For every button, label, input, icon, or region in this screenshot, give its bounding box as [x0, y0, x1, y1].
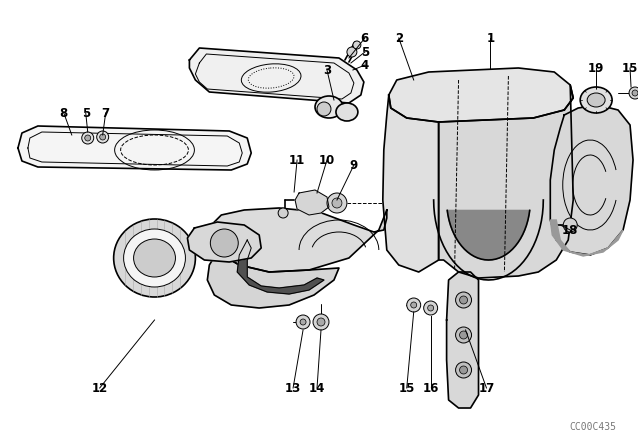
Circle shape — [313, 314, 329, 330]
Text: 13: 13 — [285, 382, 301, 395]
Text: 10: 10 — [319, 154, 335, 167]
Circle shape — [347, 47, 357, 57]
Circle shape — [460, 331, 468, 339]
Text: 18: 18 — [562, 224, 579, 237]
Text: 9: 9 — [350, 159, 358, 172]
Text: 4: 4 — [361, 59, 369, 72]
Polygon shape — [438, 85, 573, 278]
Text: 19: 19 — [588, 61, 604, 74]
Polygon shape — [550, 220, 623, 256]
Circle shape — [632, 90, 638, 96]
Circle shape — [629, 87, 640, 99]
Circle shape — [97, 131, 109, 143]
Text: 17: 17 — [478, 382, 495, 395]
Circle shape — [428, 305, 434, 311]
Text: 15: 15 — [399, 382, 415, 395]
Circle shape — [460, 366, 468, 374]
Circle shape — [456, 362, 472, 378]
Text: 11: 11 — [289, 154, 305, 167]
Ellipse shape — [315, 96, 343, 118]
Text: 1: 1 — [486, 31, 495, 44]
Polygon shape — [189, 48, 364, 103]
Circle shape — [278, 208, 288, 218]
Circle shape — [456, 327, 472, 343]
Ellipse shape — [114, 219, 195, 297]
Polygon shape — [209, 208, 387, 272]
Circle shape — [563, 218, 577, 232]
Text: CC00C435: CC00C435 — [569, 422, 616, 432]
Text: 5: 5 — [82, 107, 90, 120]
Ellipse shape — [580, 87, 612, 113]
Ellipse shape — [134, 239, 175, 277]
Circle shape — [300, 319, 306, 325]
Ellipse shape — [336, 103, 358, 121]
Polygon shape — [18, 126, 252, 170]
Circle shape — [407, 298, 420, 312]
Text: 6: 6 — [361, 31, 369, 44]
Text: 7: 7 — [102, 107, 109, 120]
Circle shape — [82, 132, 93, 144]
Polygon shape — [295, 190, 329, 215]
Text: 14: 14 — [309, 382, 325, 395]
Text: 5: 5 — [361, 46, 369, 59]
Circle shape — [411, 302, 417, 308]
Text: 15: 15 — [622, 61, 638, 74]
Circle shape — [460, 296, 468, 304]
Polygon shape — [447, 272, 479, 408]
Circle shape — [424, 301, 438, 315]
Polygon shape — [237, 240, 324, 294]
Circle shape — [353, 41, 361, 49]
Polygon shape — [388, 68, 573, 122]
Text: 8: 8 — [60, 107, 68, 120]
Circle shape — [317, 102, 331, 116]
Polygon shape — [383, 95, 438, 272]
Circle shape — [84, 135, 91, 141]
Circle shape — [296, 315, 310, 329]
Circle shape — [211, 229, 238, 257]
Circle shape — [327, 193, 347, 213]
Polygon shape — [447, 211, 530, 260]
Polygon shape — [188, 222, 261, 262]
Circle shape — [100, 134, 106, 140]
Circle shape — [317, 318, 325, 326]
Circle shape — [332, 198, 342, 208]
Ellipse shape — [124, 229, 186, 287]
Polygon shape — [207, 252, 339, 308]
Polygon shape — [550, 105, 633, 255]
Text: 3: 3 — [323, 64, 331, 77]
Text: 12: 12 — [92, 382, 108, 395]
Text: 16: 16 — [422, 382, 439, 395]
Circle shape — [456, 292, 472, 308]
Ellipse shape — [587, 93, 605, 107]
Text: 2: 2 — [395, 31, 403, 44]
